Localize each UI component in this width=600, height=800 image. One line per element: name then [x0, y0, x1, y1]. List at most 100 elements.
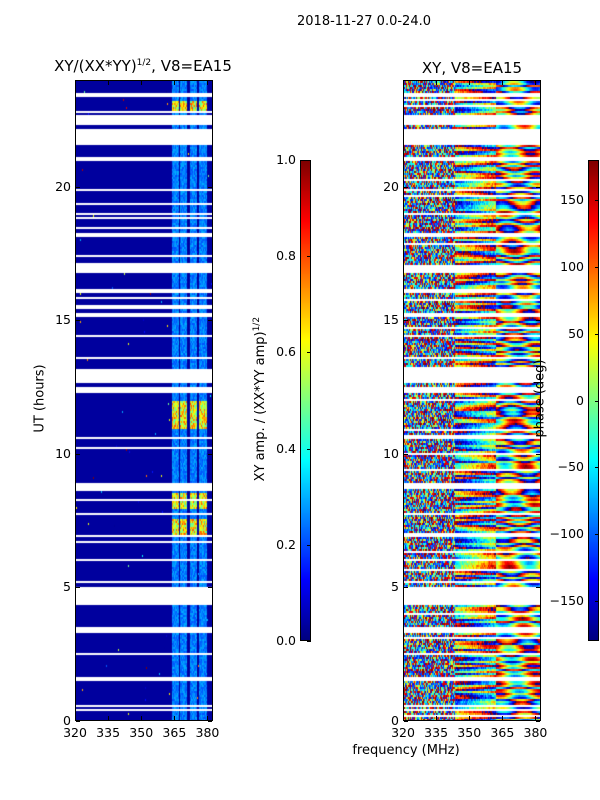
- left-ylabel: UT (hours): [32, 364, 48, 433]
- colorbar-tick-label: 150: [560, 192, 584, 208]
- x-tick-label: 350: [129, 725, 154, 740]
- y-tick-mark-right: [536, 587, 540, 589]
- colorbar-tick-label: 0.6: [276, 344, 296, 360]
- x-tick-label: 365: [490, 725, 515, 740]
- x-tick-label: 380: [195, 725, 220, 740]
- colorbar-tick-label: −50: [557, 459, 584, 475]
- x-tick-mark-top: [469, 81, 471, 85]
- right-heatmap: [404, 81, 540, 720]
- y-tick-mark-right: [536, 186, 540, 188]
- y-tick-mark: [404, 186, 408, 188]
- y-tick-label: 20: [55, 178, 71, 194]
- left-heatmap-axes: [75, 80, 213, 721]
- x-tick-mark: [207, 716, 209, 720]
- colorbar-tick-mark: [307, 160, 311, 161]
- x-tick-mark-top: [75, 81, 76, 85]
- x-tick-label: 335: [96, 725, 121, 740]
- xlabel: frequency (MHz): [352, 743, 460, 758]
- y-tick-mark: [76, 587, 80, 589]
- y-tick-mark-right: [208, 721, 212, 722]
- left-colorbar-label-sup: 1/2: [251, 316, 262, 332]
- colorbar-tick-label: 0.2: [276, 536, 296, 552]
- left-colorbar-label: XY amp. / (XX*YY amp)1/2: [252, 299, 268, 499]
- colorbar-tick-mark: [595, 600, 599, 602]
- colorbar-tick-mark: [307, 544, 311, 546]
- x-tick-mark-top: [535, 81, 537, 85]
- y-tick-mark: [76, 320, 80, 322]
- y-tick-mark-right: [536, 453, 540, 455]
- x-tick-mark-top: [502, 81, 504, 85]
- y-tick-mark: [76, 453, 80, 455]
- colorbar-tick-mark: [595, 266, 599, 268]
- colorbar-tick-mark: [307, 352, 311, 354]
- y-tick-mark: [404, 453, 408, 455]
- colorbar-tick-label: 0.0: [276, 633, 296, 648]
- x-tick-label: 365: [162, 725, 187, 740]
- colorbar-tick-label: 0: [576, 392, 584, 408]
- left-colorbar: [300, 160, 311, 641]
- colorbar-tick-label: −150: [549, 592, 584, 608]
- colorbar-tick-label: 0.8: [276, 248, 296, 264]
- left-heatmap: [76, 81, 212, 720]
- y-tick-label: 15: [383, 312, 399, 328]
- x-tick-mark: [469, 716, 471, 720]
- y-tick-mark-right: [208, 186, 212, 188]
- y-tick-label: 5: [391, 579, 399, 595]
- x-tick-label: 380: [523, 725, 548, 740]
- colorbar-tick-mark: [595, 400, 599, 402]
- y-tick-label: 15: [55, 312, 71, 328]
- x-tick-mark-top: [403, 81, 404, 85]
- x-tick-mark: [436, 716, 438, 720]
- right-colorbar-label: phase (deg): [532, 359, 548, 438]
- x-tick-mark: [174, 716, 176, 720]
- x-tick-label: 320: [391, 725, 415, 740]
- y-tick-mark-right: [536, 721, 540, 722]
- x-tick-label: 350: [457, 725, 482, 740]
- x-tick-mark-top: [207, 81, 209, 85]
- y-tick-mark: [76, 186, 80, 188]
- left-title-main: XY/(XX*YY): [54, 57, 137, 75]
- colorbar-tick-mark: [595, 467, 599, 469]
- left-title-tail: , V8=EA15: [151, 57, 232, 75]
- colorbar-tick-mark: [307, 641, 311, 642]
- x-tick-mark: [502, 716, 504, 720]
- x-tick-mark: [75, 716, 76, 720]
- left-title-sup: 1/2: [136, 58, 152, 68]
- y-tick-mark: [404, 587, 408, 589]
- y-tick-label: 10: [55, 445, 71, 461]
- left-colorbar-label-main: XY amp. / (XX*YY amp): [253, 331, 269, 482]
- colorbar-tick-label: 100: [560, 258, 584, 274]
- left-panel-title: XY/(XX*YY)1/2, V8=EA15: [40, 57, 246, 75]
- right-colorbar-gradient: [589, 161, 598, 640]
- y-tick-mark-right: [208, 453, 212, 455]
- y-tick-label: 5: [63, 579, 71, 595]
- left-colorbar-gradient: [301, 161, 310, 640]
- y-tick-label: 0: [63, 713, 71, 728]
- x-tick-mark: [535, 716, 537, 720]
- y-tick-mark: [404, 721, 408, 722]
- right-heatmap-axes: [403, 80, 541, 721]
- x-tick-mark: [141, 716, 143, 720]
- colorbar-tick-mark: [595, 534, 599, 536]
- y-tick-label: 0: [391, 713, 399, 728]
- x-tick-mark-top: [436, 81, 438, 85]
- y-tick-label: 20: [383, 178, 399, 194]
- figure-suptitle: 2018-11-27 0.0-24.0: [297, 14, 431, 29]
- colorbar-tick-label: 50: [568, 325, 584, 341]
- colorbar-tick-mark: [307, 256, 311, 258]
- x-tick-mark-top: [174, 81, 176, 85]
- y-tick-mark-right: [536, 320, 540, 322]
- x-tick-label: 320: [63, 725, 87, 740]
- x-tick-mark: [403, 716, 404, 720]
- colorbar-tick-label: 0.4: [276, 440, 296, 456]
- y-tick-mark: [76, 721, 80, 722]
- x-tick-label: 335: [424, 725, 449, 740]
- y-tick-label: 10: [383, 445, 399, 461]
- x-tick-mark: [108, 716, 110, 720]
- colorbar-tick-mark: [595, 200, 599, 202]
- y-tick-mark-right: [208, 320, 212, 322]
- y-tick-mark-right: [208, 587, 212, 589]
- colorbar-tick-label: −100: [549, 526, 584, 542]
- colorbar-tick-mark: [307, 448, 311, 450]
- colorbar-tick-label: 1.0: [276, 152, 296, 167]
